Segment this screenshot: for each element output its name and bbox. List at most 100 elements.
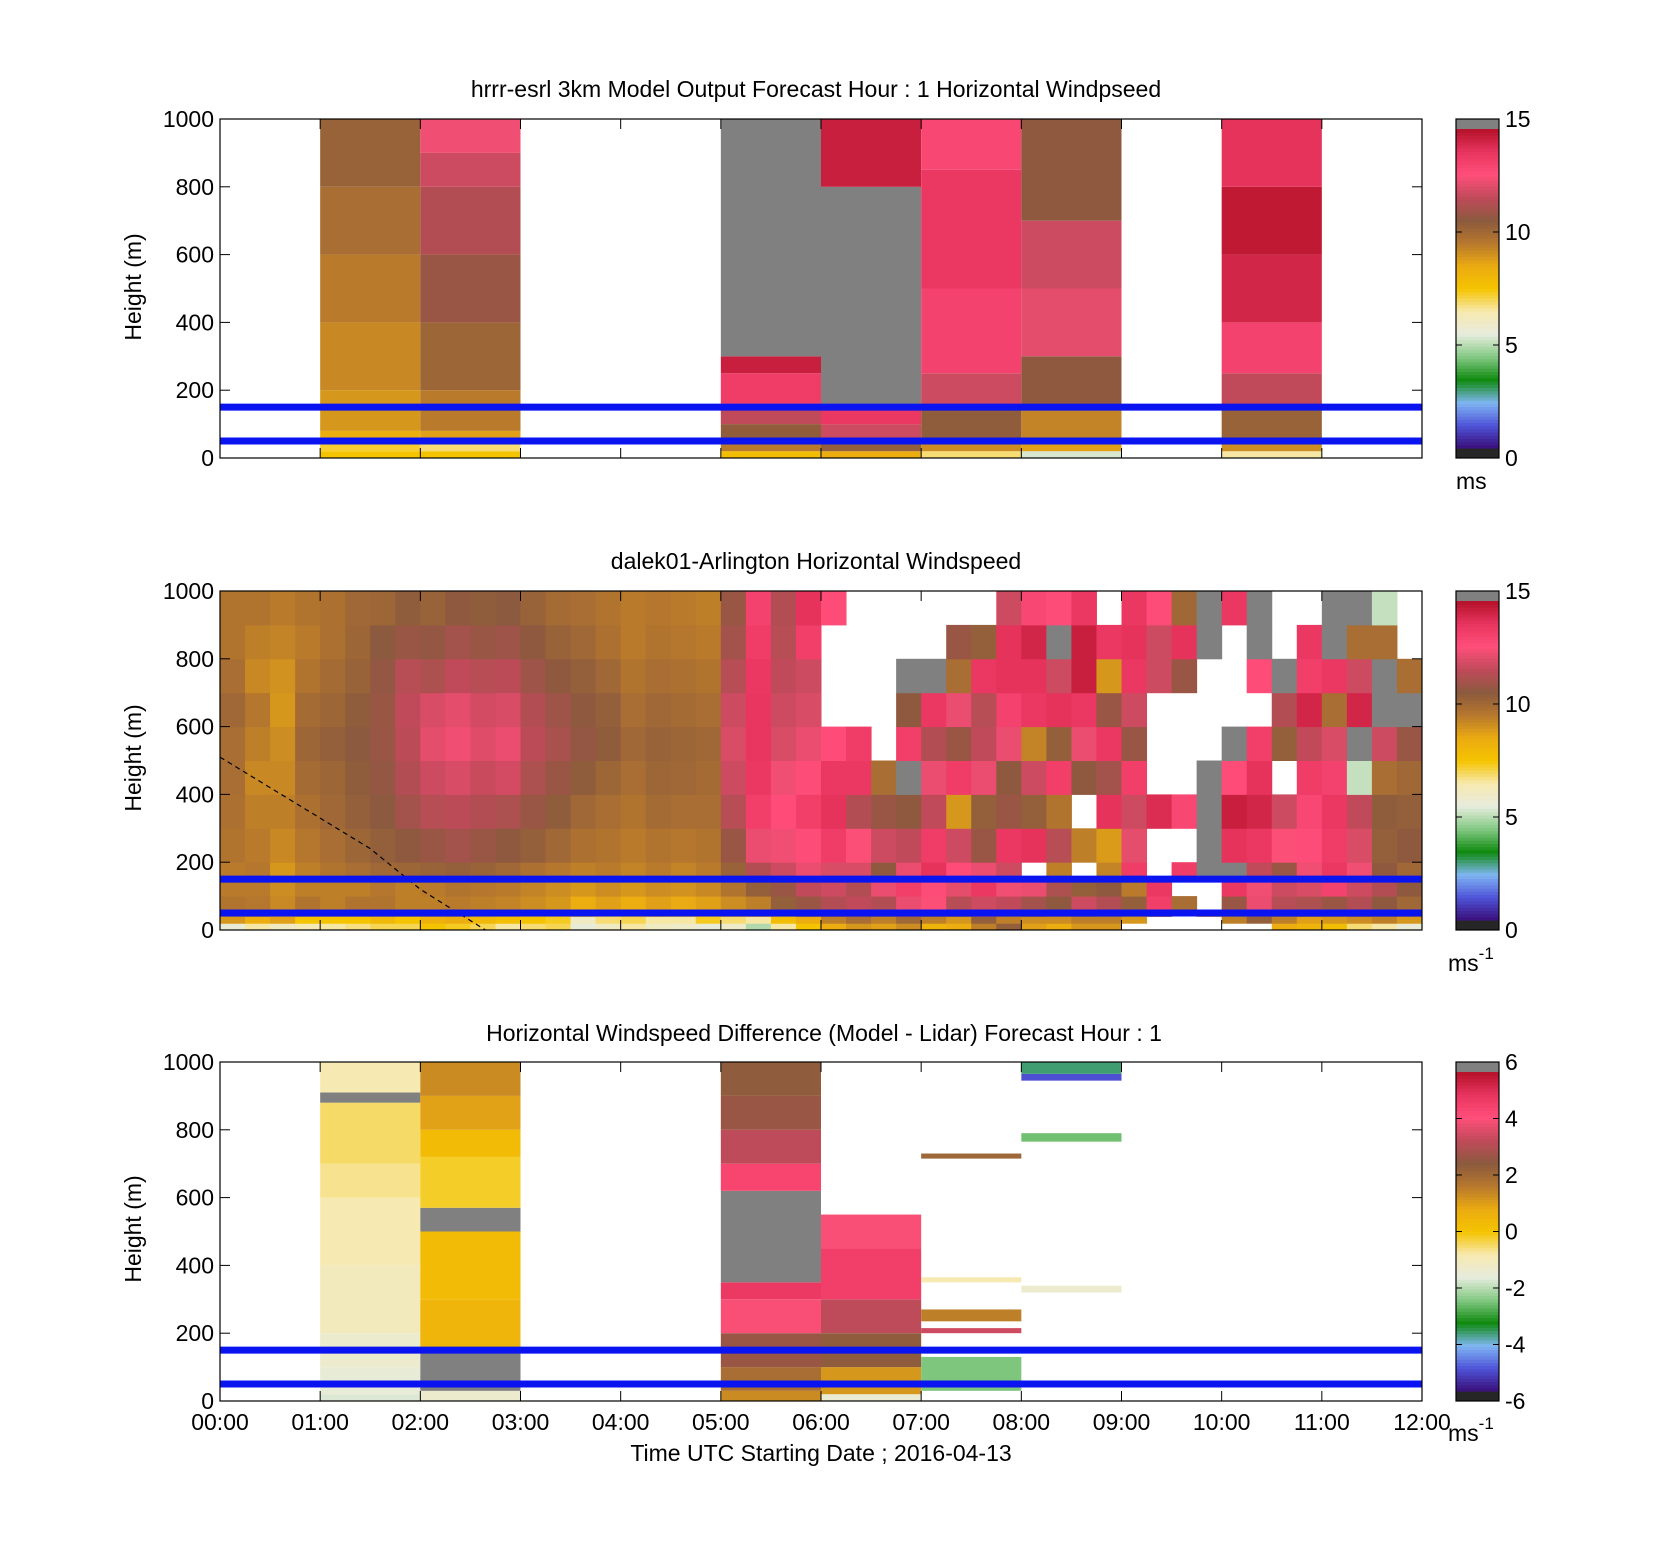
heatmap-cell (220, 923, 246, 931)
heatmap-cell (1396, 760, 1423, 795)
heatmap-cell (495, 879, 521, 897)
heatmap-cell (545, 923, 572, 931)
heatmap-cell (595, 916, 622, 924)
heatmap-cell (745, 923, 772, 931)
colorbar-step (1456, 747, 1499, 752)
colorbar-step (1456, 205, 1499, 210)
heatmap-cell (795, 794, 822, 829)
heatmap-cell (745, 624, 772, 660)
colorbar-step (1456, 1225, 1499, 1229)
heatmap-cell (1096, 828, 1122, 863)
heatmap-cell (395, 896, 421, 911)
heatmap-cell (370, 692, 396, 728)
colorbar-step (1456, 916, 1499, 921)
heatmap-cell (695, 591, 722, 626)
heatmap-cell (370, 760, 396, 795)
colorbar-step (1456, 843, 1499, 848)
colorbar-step (1456, 1288, 1499, 1293)
heatmap-cell (1346, 591, 1373, 626)
heatmap-cell (620, 923, 647, 931)
colorbar-step (1456, 629, 1499, 634)
heatmap-cell (1071, 896, 1097, 911)
heatmap-cell (745, 916, 772, 924)
colorbar-step (1456, 1324, 1499, 1328)
heatmap-cell (420, 1062, 521, 1096)
heatmap-cell (245, 828, 271, 863)
colorbar-step (1456, 138, 1499, 143)
heatmap-cell (570, 794, 597, 829)
heatmap-cell (420, 692, 446, 728)
heatmap-cell (345, 923, 371, 931)
colorbar-step (1456, 1129, 1499, 1134)
colorbar-step (1456, 234, 1499, 239)
colorbar-step (1456, 693, 1499, 698)
heatmap-cell (220, 794, 246, 829)
heatmap-cell (620, 624, 647, 660)
heatmap-cell (720, 862, 747, 880)
heatmap-cell (1371, 896, 1398, 911)
colorbar-step (1456, 199, 1499, 203)
heatmap-cell (770, 692, 797, 728)
heatmap-cell (795, 923, 822, 931)
heatmap-cell (320, 322, 421, 391)
heatmap-cell (245, 760, 271, 795)
heatmap-cell (921, 916, 947, 924)
heatmap-cell (1271, 828, 1298, 863)
heatmap-cell (1021, 692, 1047, 728)
heatmap-cell (295, 692, 321, 728)
heatmap-cell (1321, 726, 1348, 761)
heatmap-cell (520, 896, 547, 911)
heatmap-cell (1321, 794, 1348, 829)
heatmap-cell (670, 923, 697, 931)
heatmap-cell (470, 692, 496, 728)
colorbar-ticks: 0 5 10 15 (1456, 106, 1531, 471)
colorbar-step (1456, 202, 1499, 207)
heatmap-cell (420, 254, 521, 323)
heatmap-cell (470, 862, 496, 880)
y-axis-label: Height (m) (120, 233, 146, 340)
heatmap-cell (270, 658, 296, 694)
heatmap-cell (645, 591, 672, 626)
heatmap-cell (570, 879, 597, 897)
colorbar-step (1456, 1167, 1499, 1172)
heatmap-cell (545, 879, 572, 897)
heatmap-cell (1096, 760, 1122, 795)
heatmap-cell (295, 726, 321, 761)
heatmap-cell (495, 794, 521, 829)
heatmap-cell (445, 879, 471, 897)
colorbar-step (1456, 135, 1499, 140)
colorbar-step (1456, 894, 1499, 899)
heatmap-cell (1021, 220, 1122, 289)
colorbar-step (1456, 243, 1499, 248)
colorbar-tick-label: 10 (1505, 219, 1531, 245)
heatmap-cell (645, 624, 672, 660)
colorbar-step (1456, 195, 1499, 200)
heatmap-cell (1046, 624, 1072, 660)
heatmap-cell (921, 1277, 1022, 1283)
heatmap-cell (595, 879, 622, 897)
heatmap-cell (996, 591, 1022, 626)
heatmap-cell (445, 828, 471, 863)
heatmap-cell (1296, 916, 1323, 924)
heatmap-cell (846, 896, 872, 911)
heatmap-cell (971, 760, 997, 795)
heatmap-cell (445, 896, 471, 911)
colorbar-step (1456, 1320, 1499, 1325)
colorbar-step (1456, 734, 1499, 739)
colorbar-step (1456, 1343, 1499, 1347)
heatmap-cell (946, 923, 972, 931)
colorbar-step (1456, 1295, 1499, 1300)
heatmap-cell (320, 254, 421, 323)
heatmap-cell (445, 658, 471, 694)
colorbar-step (1456, 227, 1499, 232)
heatmap-cell (320, 451, 421, 458)
colorbar-step (1456, 1100, 1499, 1105)
colorbar-step (1456, 1180, 1499, 1185)
heatmap-cell (921, 119, 1022, 170)
colorbar-step (1456, 1279, 1499, 1284)
x-tick-label: 09:00 (1093, 1409, 1151, 1435)
colorbar-step (1456, 661, 1499, 666)
heatmap-cell (1296, 828, 1323, 863)
heatmap-cell (595, 658, 622, 694)
heatmap-cell (545, 794, 572, 829)
